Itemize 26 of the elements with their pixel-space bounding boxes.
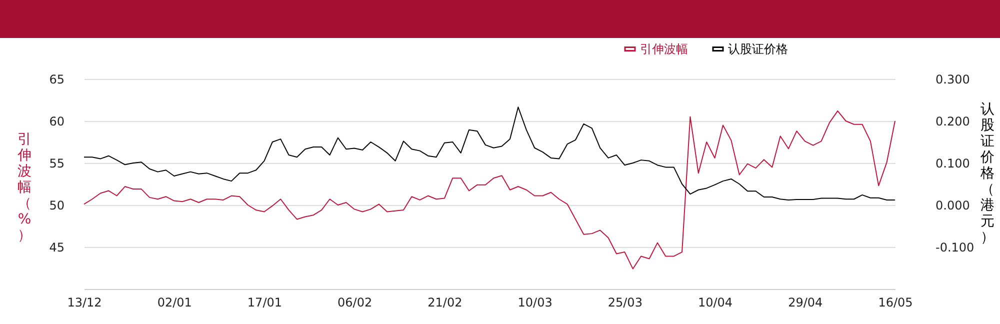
y2-tick-label: -0.100 — [936, 240, 974, 254]
y-tick-label: 60 — [49, 114, 64, 128]
text: 认股证价格（港元） — [980, 102, 994, 246]
y-tick-label: 65 — [49, 72, 64, 86]
y-axis-title: 引伸波幅（%） — [16, 132, 32, 244]
legend-label: 引伸波幅 — [640, 42, 688, 56]
y2-tick-label: 0.100 — [936, 156, 970, 170]
y2-tick-label: 0.300 — [936, 72, 970, 86]
x-tick-label: 10/03 — [518, 296, 552, 310]
x-tick-label: 17/01 — [247, 296, 282, 310]
line-series — [84, 106, 896, 200]
y-tick-label: 45 — [49, 240, 64, 254]
x-tick-label: 21/02 — [428, 296, 462, 310]
y-tick-label: 50 — [49, 198, 64, 212]
legend-label: 认股证价格 — [728, 42, 788, 56]
x-tick-label: 02/01 — [157, 296, 192, 310]
x-tick-label: 13/12 — [67, 296, 102, 310]
x-tick-label: 10/04 — [698, 296, 733, 310]
y2-tick-label: 0.000 — [936, 198, 970, 212]
line-series — [84, 110, 896, 270]
x-tick-label: 29/04 — [788, 296, 823, 310]
x-tick-label: 25/03 — [608, 296, 642, 310]
y2-tick-label: 0.200 — [936, 114, 970, 128]
y-tick-label: 55 — [49, 156, 64, 170]
x-tick-label: 16/05 — [878, 296, 913, 310]
x-tick-label: 06/02 — [338, 296, 372, 310]
